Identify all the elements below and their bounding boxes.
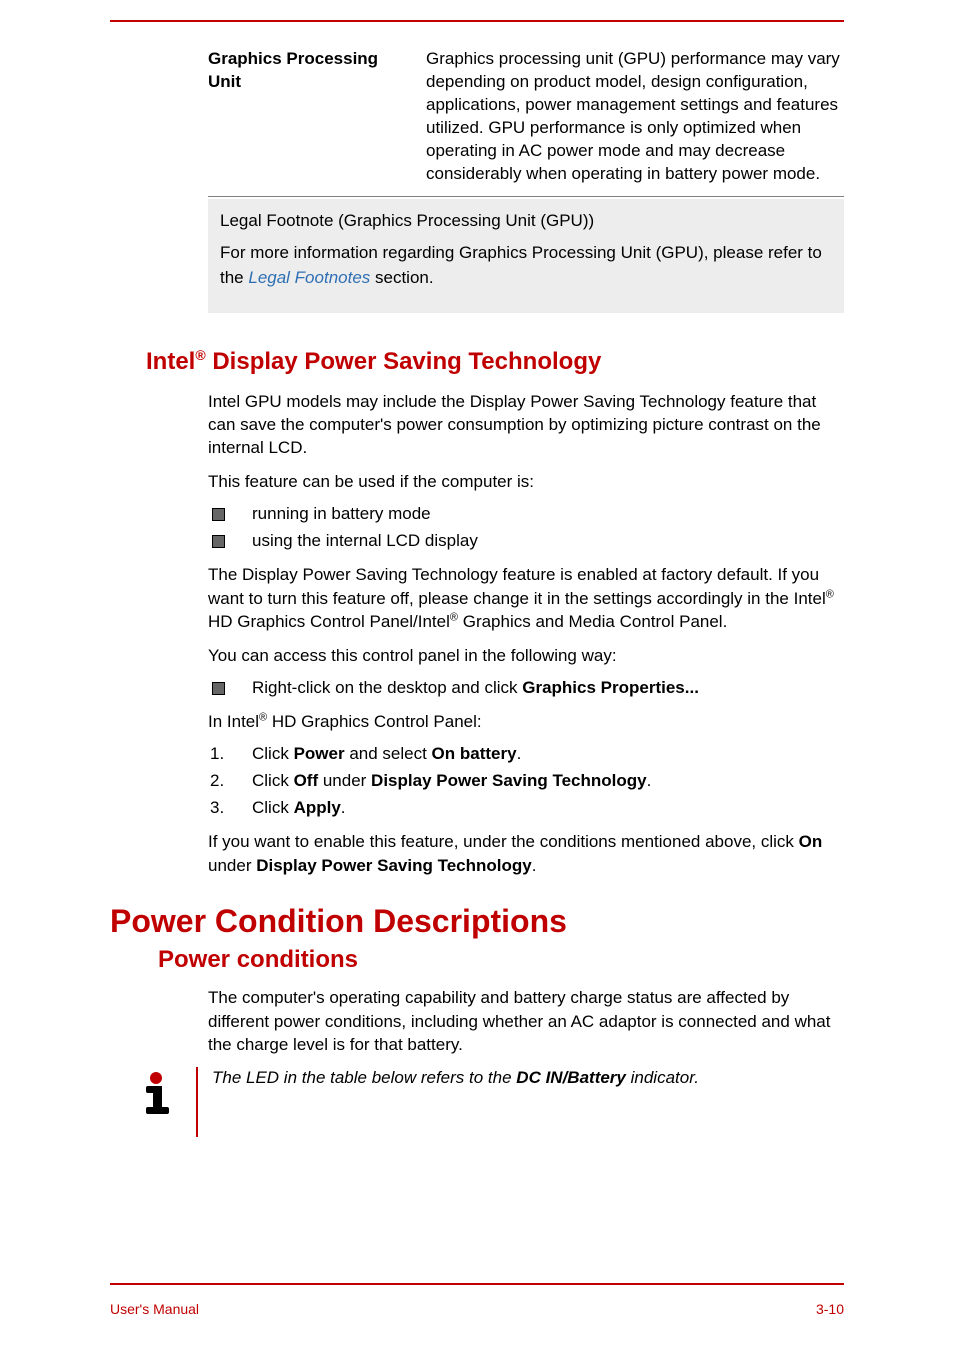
list-item: Right-click on the desktop and click Gra…: [208, 677, 844, 700]
intel-body: Intel GPU models may include the Display…: [208, 390, 844, 878]
text: indicator.: [626, 1068, 699, 1087]
paragraph: The Display Power Saving Technology feat…: [208, 563, 844, 633]
bold-text: On battery: [432, 744, 517, 763]
list-item: using the internal LCD display: [208, 530, 844, 553]
intel-dpst-heading: Intel® Display Power Saving Technology: [146, 347, 844, 376]
heading-text: Intel: [146, 348, 195, 375]
spec-label: Graphics Processing Unit: [208, 48, 408, 186]
bullet-list: Right-click on the desktop and click Gra…: [208, 677, 844, 700]
text: Click: [252, 771, 294, 790]
bottom-divider: [110, 1283, 844, 1285]
legal-footnotes-link[interactable]: Legal Footnotes: [248, 268, 370, 287]
legal-footnote-box: Legal Footnote (Graphics Processing Unit…: [208, 199, 844, 313]
registered-mark: ®: [826, 588, 834, 600]
info-text: The LED in the table below refers to the…: [196, 1067, 844, 1137]
table-row: Graphics Processing Unit Graphics proces…: [208, 48, 844, 186]
paragraph: Intel GPU models may include the Display…: [208, 390, 844, 460]
text: .: [532, 856, 537, 875]
bold-text: Display Power Saving Technology: [256, 856, 532, 875]
info-callout: The LED in the table below refers to the…: [132, 1067, 844, 1137]
paragraph: This feature can be used if the computer…: [208, 470, 844, 493]
text: Click: [252, 798, 294, 817]
bold-text: Apply: [294, 798, 341, 817]
list-item: Click Apply.: [208, 797, 844, 820]
numbered-list: Click Power and select On battery. Click…: [208, 743, 844, 820]
spec-table: Graphics Processing Unit Graphics proces…: [208, 48, 844, 197]
heading-text: Display Power Saving Technology: [206, 348, 602, 375]
text: .: [517, 744, 522, 763]
bold-text: On: [799, 832, 823, 851]
note-line-2: For more information regarding Graphics …: [220, 241, 832, 290]
footer-right: 3-10: [816, 1301, 844, 1317]
text: under: [318, 771, 371, 790]
text: under: [208, 856, 256, 875]
bold-text: Power: [294, 744, 345, 763]
text: .: [341, 798, 346, 817]
footer-left: User's Manual: [110, 1301, 199, 1317]
bold-text: Display Power Saving Technology: [371, 771, 647, 790]
list-item: running in battery mode: [208, 503, 844, 526]
bold-text: Off: [294, 771, 319, 790]
text: HD Graphics Control Panel:: [267, 712, 481, 731]
power-body: The computer's operating capability and …: [208, 986, 844, 1056]
text: In Intel: [208, 712, 259, 731]
note-text-end: section.: [370, 268, 433, 287]
list-item: Click Off under Display Power Saving Tec…: [208, 770, 844, 793]
top-divider: [110, 20, 844, 22]
text: If you want to enable this feature, unde…: [208, 832, 799, 851]
registered-mark: ®: [195, 347, 205, 363]
list-item: Click Power and select On battery.: [208, 743, 844, 766]
text: Click: [252, 744, 294, 763]
text: The LED in the table below refers to the: [212, 1068, 516, 1087]
paragraph: You can access this control panel in the…: [208, 644, 844, 667]
power-conditions-h2: Power conditions: [158, 946, 844, 974]
text: The Display Power Saving Technology feat…: [208, 565, 826, 607]
bold-text: DC IN/Battery: [516, 1068, 626, 1087]
paragraph: If you want to enable this feature, unde…: [208, 830, 844, 877]
spec-value: Graphics processing unit (GPU) performan…: [426, 48, 844, 186]
text: .: [647, 771, 652, 790]
note-line-1: Legal Footnote (Graphics Processing Unit…: [220, 209, 832, 234]
text: HD Graphics Control Panel/Intel: [208, 612, 450, 631]
text: Right-click on the desktop and click: [252, 678, 522, 697]
paragraph: The computer's operating capability and …: [208, 986, 844, 1056]
registered-mark: ®: [259, 711, 267, 723]
bold-text: Graphics Properties...: [522, 678, 699, 697]
text: Graphics and Media Control Panel.: [458, 612, 727, 631]
registered-mark: ®: [450, 611, 458, 623]
power-conditions-h1: Power Condition Descriptions: [110, 903, 844, 940]
bullet-list: running in battery mode using the intern…: [208, 503, 844, 553]
info-icon: [132, 1067, 180, 1115]
page-footer: User's Manual 3-10: [110, 1301, 844, 1317]
text: and select: [345, 744, 432, 763]
paragraph: In Intel® HD Graphics Control Panel:: [208, 710, 844, 733]
